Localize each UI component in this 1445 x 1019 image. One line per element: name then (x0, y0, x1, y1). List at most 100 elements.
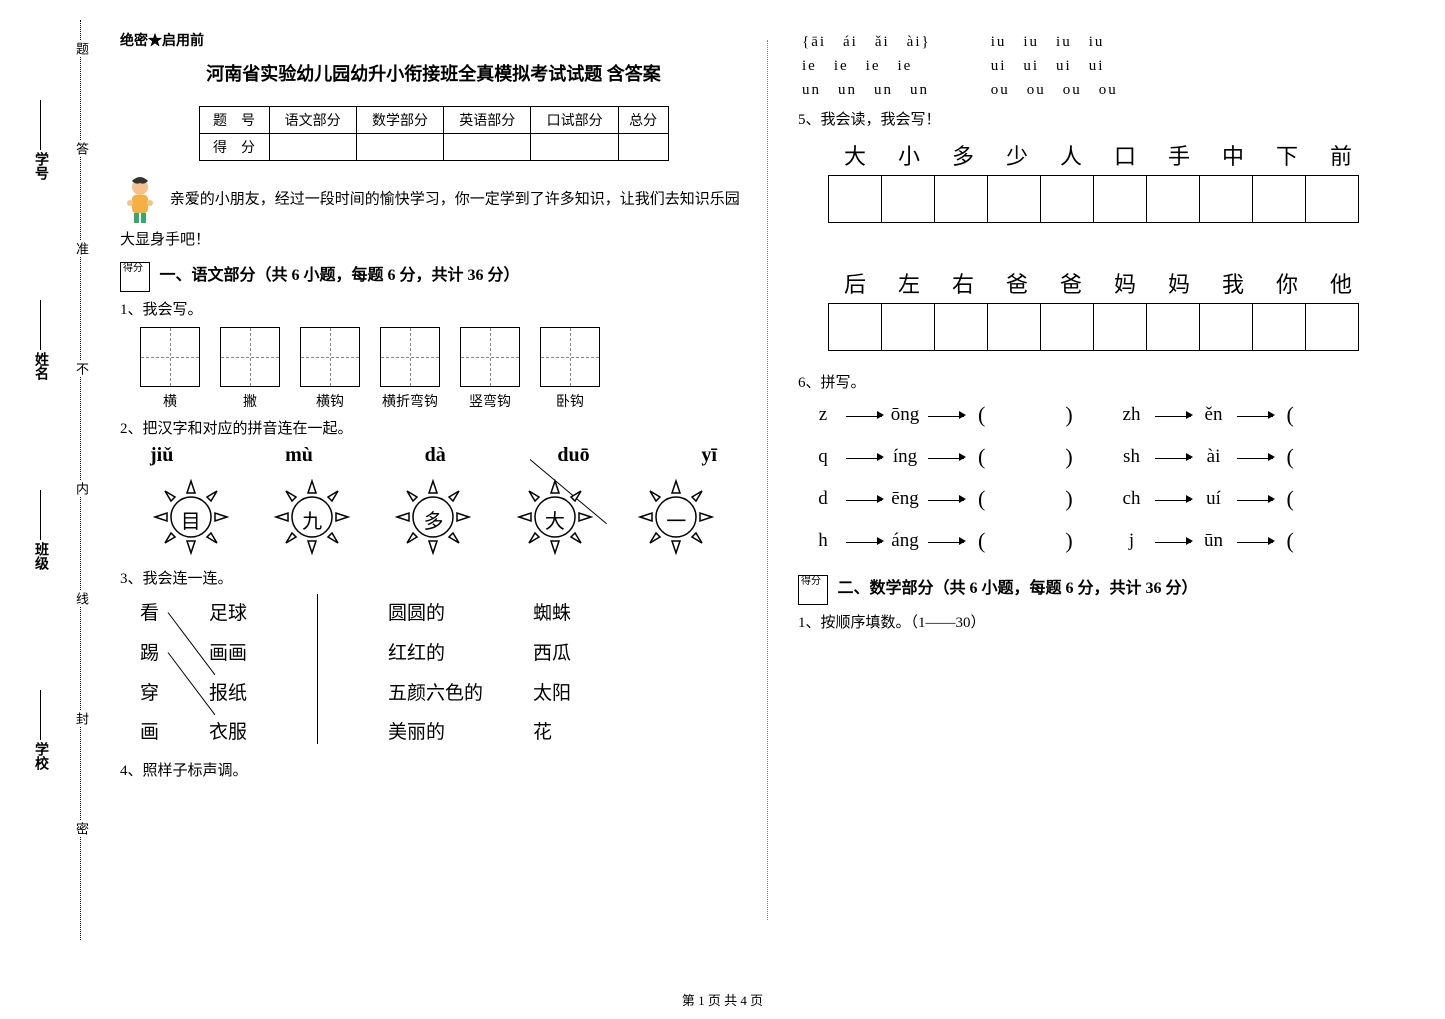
paren: ) (1065, 402, 1072, 428)
write-cell[interactable] (1093, 175, 1147, 223)
right-column: {āi ái ǎi ài} ie ie ie ie un un un un iu… (768, 0, 1445, 960)
char: 妈 (1152, 267, 1206, 299)
write-cell[interactable] (1146, 303, 1200, 351)
word: 画画 (209, 634, 247, 674)
write-cell[interactable] (934, 175, 988, 223)
write-cell[interactable] (1146, 175, 1200, 223)
cell[interactable] (531, 134, 618, 161)
cell[interactable] (444, 134, 531, 161)
word: 足球 (209, 594, 247, 634)
cell: 数学部分 (356, 107, 443, 134)
word: 穿 (140, 674, 159, 714)
tian-box[interactable] (300, 327, 360, 387)
word: 西瓜 (533, 634, 571, 674)
char: 左 (882, 267, 936, 299)
arrow-icon (1237, 405, 1273, 426)
write-cell[interactable] (828, 175, 882, 223)
write-cell[interactable] (1305, 303, 1359, 351)
binding-label: 准 (72, 240, 91, 257)
write-cell[interactable] (1305, 175, 1359, 223)
section-2-head-row: 得分 二、数学部分（共 6 小题，每题 6 分，共计 36 分） (798, 574, 1425, 605)
score-table: 题 号 语文部分 数学部分 英语部分 口试部分 总分 得 分 (199, 106, 669, 161)
word: 报纸 (209, 674, 247, 714)
field-student-id: 学号 (30, 100, 50, 180)
tian-box[interactable] (380, 327, 440, 387)
write-cell[interactable] (934, 303, 988, 351)
pair-col: 看 踢 穿 画 (140, 594, 159, 754)
exam-title: 河南省实验幼儿园幼升小衔接班全真模拟考试试题 含答案 (120, 60, 747, 86)
char: 少 (990, 139, 1044, 171)
stroke-boxes: 横 撇 横钩 横折弯钩 竖弯钩 卧钩 (140, 327, 747, 411)
char: 妈 (1098, 267, 1152, 299)
write-cell[interactable] (1093, 303, 1147, 351)
char: 爸 (1044, 267, 1098, 299)
cell: 题 号 (199, 107, 269, 134)
binding-label: 线 (72, 590, 91, 607)
cell: 英语部分 (444, 107, 531, 134)
char: 中 (1206, 139, 1260, 171)
cell[interactable] (618, 134, 668, 161)
score-box[interactable]: 得分 (120, 262, 150, 292)
sun-icon: 一 (636, 477, 716, 557)
char: 多 (936, 139, 990, 171)
cell[interactable] (356, 134, 443, 161)
score-box[interactable]: 得分 (798, 575, 828, 605)
tian-box[interactable] (220, 327, 280, 387)
paren: ( (1287, 486, 1294, 512)
pinyin-combo: zōng() zhěn( qíng() shài( dēng() chuí( h… (808, 402, 1425, 554)
q6: 6、拼写。 (798, 371, 1425, 392)
write-cell[interactable] (1040, 175, 1094, 223)
write-cell[interactable] (1040, 303, 1094, 351)
write-cell[interactable] (1199, 175, 1253, 223)
combo-row: qíng() shài( (808, 444, 1425, 470)
combo-right: chuí( (1117, 486, 1426, 512)
char: 小 (882, 139, 936, 171)
table-row: 得 分 (199, 134, 668, 161)
pair-group-right: 圆圆的 红红的 五颜六色的 美丽的 蜘蛛 西瓜 太阳 花 (388, 594, 571, 754)
stroke-item: 横钩 (300, 327, 360, 411)
write-cell[interactable] (1199, 303, 1253, 351)
combo-right: jūn( (1117, 528, 1426, 554)
tian-box[interactable] (140, 327, 200, 387)
combo-left: háng() (808, 528, 1117, 554)
paren: ( (978, 528, 985, 554)
paren: ( (978, 444, 985, 470)
tone-row: {āi ái ǎi ài} (802, 30, 931, 54)
write-cell[interactable] (881, 303, 935, 351)
matching-exercise: 看 踢 穿 画 足球 画画 报纸 衣服 圆圆的 红红的 (140, 594, 747, 754)
combo-right: zhěn( (1117, 402, 1426, 428)
tone-row: ou ou ou ou (991, 78, 1118, 102)
write-row (828, 303, 1425, 351)
char: 他 (1314, 267, 1368, 299)
char: 口 (1098, 139, 1152, 171)
tone-grid: {āi ái ǎi ài} ie ie ie ie un un un un iu… (802, 30, 1425, 102)
paren: ( (1287, 528, 1294, 554)
stroke-item: 横折弯钩 (380, 327, 440, 411)
char: 前 (1314, 139, 1368, 171)
write-cell[interactable] (987, 175, 1041, 223)
write-cell[interactable] (987, 303, 1041, 351)
write-cell[interactable] (1252, 175, 1306, 223)
q3: 3、我会连一连。 (120, 567, 747, 588)
write-cell[interactable] (828, 303, 882, 351)
cell: 得 分 (199, 134, 269, 161)
tone-row: ie ie ie ie (802, 54, 931, 78)
confidential-label: 绝密★启用前 (120, 30, 747, 50)
word: 画 (140, 713, 159, 753)
cell: 口试部分 (531, 107, 618, 134)
combo-left: qíng() (808, 444, 1117, 470)
write-cell[interactable] (1252, 303, 1306, 351)
cell[interactable] (269, 134, 356, 161)
pinyin: mù (285, 444, 313, 467)
arrow-icon (846, 531, 882, 552)
cell: 总分 (618, 107, 668, 134)
tone-row: un un un un (802, 78, 931, 102)
tian-box[interactable] (460, 327, 520, 387)
paren: ( (978, 486, 985, 512)
tian-box[interactable] (540, 327, 600, 387)
write-cell[interactable] (881, 175, 935, 223)
q4: 4、照样子标声调。 (120, 759, 747, 780)
divider (317, 594, 318, 744)
binding-label: 答 (72, 140, 91, 157)
child-icon (120, 175, 160, 225)
